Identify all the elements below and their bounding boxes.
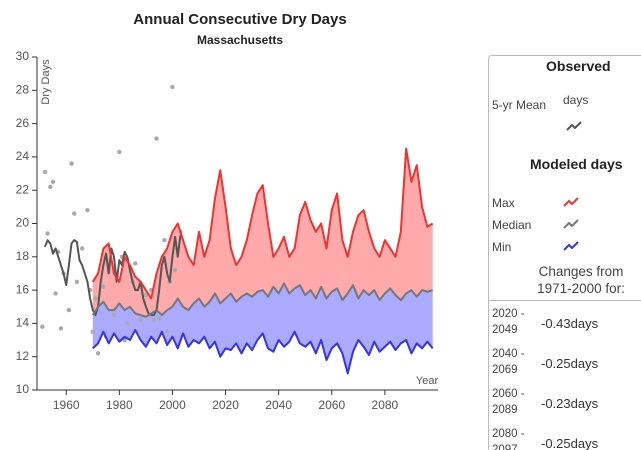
observed-point — [170, 84, 175, 90]
observed-point — [151, 317, 157, 323]
observed-point — [58, 326, 64, 331]
y-tick-label: 24 — [16, 149, 30, 163]
legend-label: 5-yr Mean — [492, 98, 547, 112]
divider — [489, 300, 641, 301]
period: 2020 - 2049 — [492, 308, 525, 336]
x-tick-label: 2020 — [212, 398, 239, 412]
band-area — [92, 148, 433, 317]
change-row: 2080 - 2097 -0.25days — [489, 426, 641, 450]
observed-point — [42, 169, 48, 175]
change-value: -0.43days — [541, 316, 599, 331]
x-tick-label: 2060 — [318, 398, 345, 412]
unit-note: days — [563, 93, 589, 107]
band-area — [92, 283, 433, 374]
observed-point — [117, 149, 122, 155]
period: 2080 - 2097 — [492, 428, 525, 450]
change-value: -0.25days — [541, 356, 599, 371]
y-tick-label: 22 — [16, 182, 30, 196]
legend-label: Median — [492, 218, 532, 232]
observed-point — [40, 324, 45, 329]
legend-panel: Observed 5-yr Mean days Modeled days Max… — [488, 55, 641, 450]
legend-swatch — [566, 121, 582, 131]
legend-heading: Modeled days — [530, 156, 623, 172]
period: 2060 - 2089 — [492, 388, 525, 416]
y-tick-label: 10 — [16, 382, 30, 396]
y-tick-label: 12 — [16, 349, 30, 363]
observed-point — [48, 184, 53, 190]
x-tick-label: 2040 — [265, 398, 292, 412]
observed-point — [85, 207, 90, 213]
observed-point — [138, 317, 143, 323]
y-tick-label: 18 — [16, 249, 30, 263]
observed-point — [74, 279, 80, 284]
y-tick-label: 20 — [16, 216, 30, 230]
observed-point — [50, 179, 56, 185]
observed-point — [90, 329, 95, 334]
y-tick-label: 26 — [16, 116, 30, 130]
x-tick-label: 1980 — [106, 398, 133, 412]
observed-point — [172, 267, 178, 273]
x-axis-label: Year — [416, 375, 439, 387]
observed-point — [45, 231, 50, 236]
change-row: 2040 - 2069 -0.25days — [489, 346, 641, 386]
legend-swatch — [563, 219, 579, 229]
series-line — [92, 329, 434, 375]
legend-label: Max — [492, 196, 515, 210]
changes-title: Changes from 1971-2000 for: — [537, 264, 625, 296]
observed-point — [101, 284, 106, 289]
chart: Annual Consecutive Dry Days Massachusett… — [16, 11, 439, 412]
observed-point — [125, 321, 130, 326]
change-value: -0.25days — [541, 436, 599, 450]
observed-point — [69, 161, 74, 166]
observed-point — [133, 261, 138, 266]
observed-point — [154, 136, 159, 141]
y-axis-label: Dry Days — [40, 59, 52, 105]
legend-swatch — [563, 241, 579, 251]
legend-heading: Observed — [546, 58, 611, 74]
observed-point — [66, 307, 72, 313]
change-row: 2020 - 2049 -0.43days — [489, 306, 641, 346]
series-line — [91, 282, 433, 318]
period: 2040 - 2069 — [492, 348, 525, 376]
y-tick-label: 28 — [16, 82, 30, 96]
observed-point — [95, 351, 101, 356]
observed-point — [156, 316, 162, 321]
legend-swatch — [563, 197, 579, 207]
y-tick-label: 30 — [16, 49, 30, 63]
observed-point — [111, 312, 117, 318]
y-tick-label: 14 — [16, 316, 30, 330]
chart-title: Annual Consecutive Dry Days — [133, 11, 346, 28]
y-tick-label: 16 — [16, 282, 30, 296]
observed-point — [71, 211, 77, 216]
x-tick-label: 2080 — [372, 398, 399, 412]
chart-subtitle: Massachusetts — [197, 33, 283, 47]
series-line — [44, 235, 182, 317]
x-tick-label: 1960 — [53, 398, 80, 412]
observed-point — [143, 292, 149, 298]
x-tick-label: 2000 — [159, 398, 186, 412]
legend-label: Min — [492, 240, 512, 254]
change-row: 2060 - 2089 -0.23days — [489, 386, 641, 426]
observed-point — [53, 291, 58, 296]
observed-point — [164, 329, 170, 334]
legend-icons — [563, 121, 582, 251]
series-line — [91, 147, 434, 300]
change-value: -0.23days — [541, 396, 599, 411]
observed-point — [93, 296, 98, 301]
observed-point — [162, 237, 167, 243]
observed-point — [79, 246, 85, 251]
